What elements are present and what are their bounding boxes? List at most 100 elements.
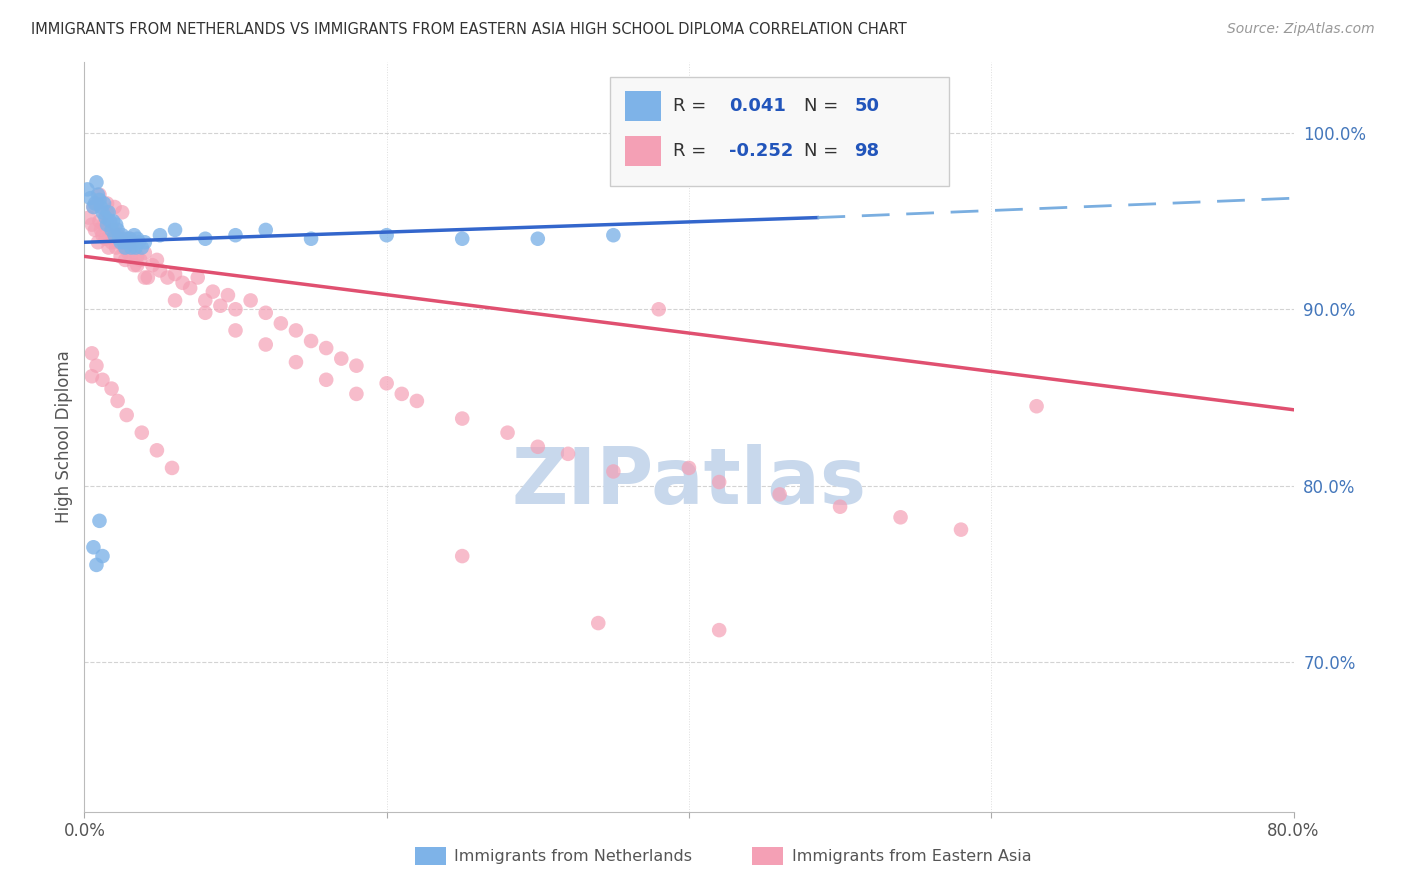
Point: [125, 241, 148, 255]
Point: [110, 235, 132, 250]
FancyBboxPatch shape: [624, 91, 661, 121]
Point: [156, 270, 179, 285]
Point: [114, 241, 136, 255]
Point: [104, 228, 127, 243]
Point: [91, 549, 114, 563]
Point: [80, 346, 103, 360]
Point: [105, 218, 128, 232]
Point: [98, 228, 121, 243]
Point: [172, 276, 194, 290]
Text: 98: 98: [855, 142, 880, 160]
Point: [118, 241, 141, 255]
Point: [89, 187, 111, 202]
Point: [769, 487, 792, 501]
Point: [194, 306, 217, 320]
Text: -0.252: -0.252: [728, 142, 793, 160]
Point: [117, 245, 139, 260]
Point: [93, 218, 115, 232]
Point: [496, 425, 519, 440]
Point: [194, 293, 217, 308]
Point: [146, 252, 169, 267]
Y-axis label: High School Diploma: High School Diploma: [55, 351, 73, 524]
Point: [602, 465, 624, 479]
Point: [588, 616, 610, 631]
Point: [557, 447, 579, 461]
Point: [91, 205, 114, 219]
Point: [97, 205, 120, 219]
Point: [105, 241, 128, 255]
Point: [115, 232, 138, 246]
Point: [165, 223, 187, 237]
Point: [80, 218, 103, 232]
Point: [217, 288, 239, 302]
Point: [97, 241, 120, 255]
Point: [270, 317, 292, 331]
Point: [118, 232, 141, 246]
Point: [129, 252, 152, 267]
Point: [128, 235, 150, 250]
Point: [375, 376, 398, 391]
Point: [799, 128, 821, 142]
Point: [80, 369, 103, 384]
Point: [94, 211, 117, 225]
Text: IMMIGRANTS FROM NETHERLANDS VS IMMIGRANTS FROM EASTERN ASIA HIGH SCHOOL DIPLOMA : IMMIGRANTS FROM NETHERLANDS VS IMMIGRANT…: [31, 22, 907, 37]
Point: [86, 196, 108, 211]
Point: [527, 232, 550, 246]
Point: [406, 393, 429, 408]
Point: [89, 193, 111, 207]
Point: [451, 411, 474, 425]
Point: [131, 425, 153, 440]
Point: [127, 232, 149, 246]
Point: [115, 408, 138, 422]
Point: [82, 200, 104, 214]
Point: [121, 235, 143, 250]
Text: 50: 50: [855, 97, 880, 115]
Point: [131, 241, 153, 255]
Point: [90, 200, 112, 214]
Point: [709, 623, 731, 637]
Point: [84, 196, 107, 211]
Point: [114, 252, 136, 267]
Point: [451, 549, 474, 563]
Point: [239, 293, 262, 308]
FancyBboxPatch shape: [610, 78, 949, 186]
Point: [134, 245, 156, 260]
Text: 0.041: 0.041: [728, 97, 786, 115]
Point: [678, 461, 700, 475]
Text: Source: ZipAtlas.com: Source: ZipAtlas.com: [1227, 22, 1375, 37]
Point: [84, 223, 107, 237]
Point: [108, 232, 131, 246]
Point: [120, 241, 142, 255]
Point: [101, 223, 124, 237]
Point: [86, 558, 108, 572]
Point: [122, 258, 145, 272]
Point: [315, 373, 337, 387]
Point: [107, 393, 129, 408]
Point: [391, 387, 413, 401]
Text: ZIPatlas: ZIPatlas: [512, 444, 866, 520]
Point: [149, 228, 172, 243]
Text: R =: R =: [673, 97, 718, 115]
Point: [89, 514, 111, 528]
Point: [91, 228, 114, 243]
Point: [93, 196, 115, 211]
Point: [527, 440, 550, 454]
Point: [602, 228, 624, 243]
Point: [201, 285, 224, 299]
Point: [134, 270, 156, 285]
Point: [165, 267, 187, 281]
Point: [98, 214, 121, 228]
Point: [225, 323, 247, 337]
Point: [134, 235, 156, 250]
Point: [950, 523, 973, 537]
Text: R =: R =: [673, 142, 718, 160]
Text: Immigrants from Eastern Asia: Immigrants from Eastern Asia: [792, 849, 1031, 863]
Point: [89, 214, 111, 228]
Point: [104, 200, 127, 214]
Point: [254, 306, 277, 320]
Text: N =: N =: [804, 97, 838, 115]
Point: [451, 232, 474, 246]
Point: [108, 235, 131, 250]
Point: [115, 235, 138, 250]
Point: [209, 299, 232, 313]
